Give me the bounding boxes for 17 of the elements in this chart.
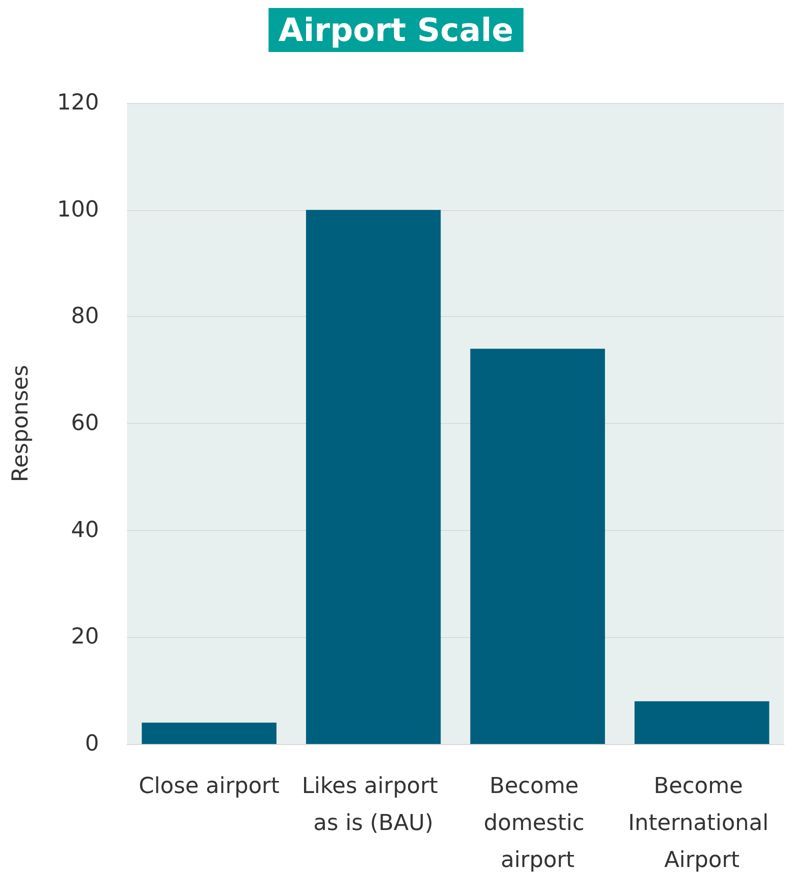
bar xyxy=(470,348,605,744)
y-tick-label: 100 xyxy=(57,197,99,222)
y-tick-label: 0 xyxy=(85,732,99,756)
bar xyxy=(306,210,441,744)
bar xyxy=(142,722,276,744)
x-tick-label: Become International Airport xyxy=(628,774,776,873)
y-tick-label: 80 xyxy=(71,304,99,330)
x-tick-label: Likes airport as is (BAU) xyxy=(302,774,445,836)
chart-title: Airport Scale xyxy=(278,11,514,49)
y-tick-label: 20 xyxy=(71,624,99,650)
y-tick-label: 120 xyxy=(57,90,99,116)
x-tick-label: Become domestic airport xyxy=(484,774,592,873)
x-tick-label: Close airport xyxy=(138,774,280,799)
bar xyxy=(634,701,770,744)
y-tick-label: 60 xyxy=(71,411,99,436)
y-tick-label: 40 xyxy=(71,518,99,543)
y-axis-title: Responses xyxy=(8,364,34,482)
